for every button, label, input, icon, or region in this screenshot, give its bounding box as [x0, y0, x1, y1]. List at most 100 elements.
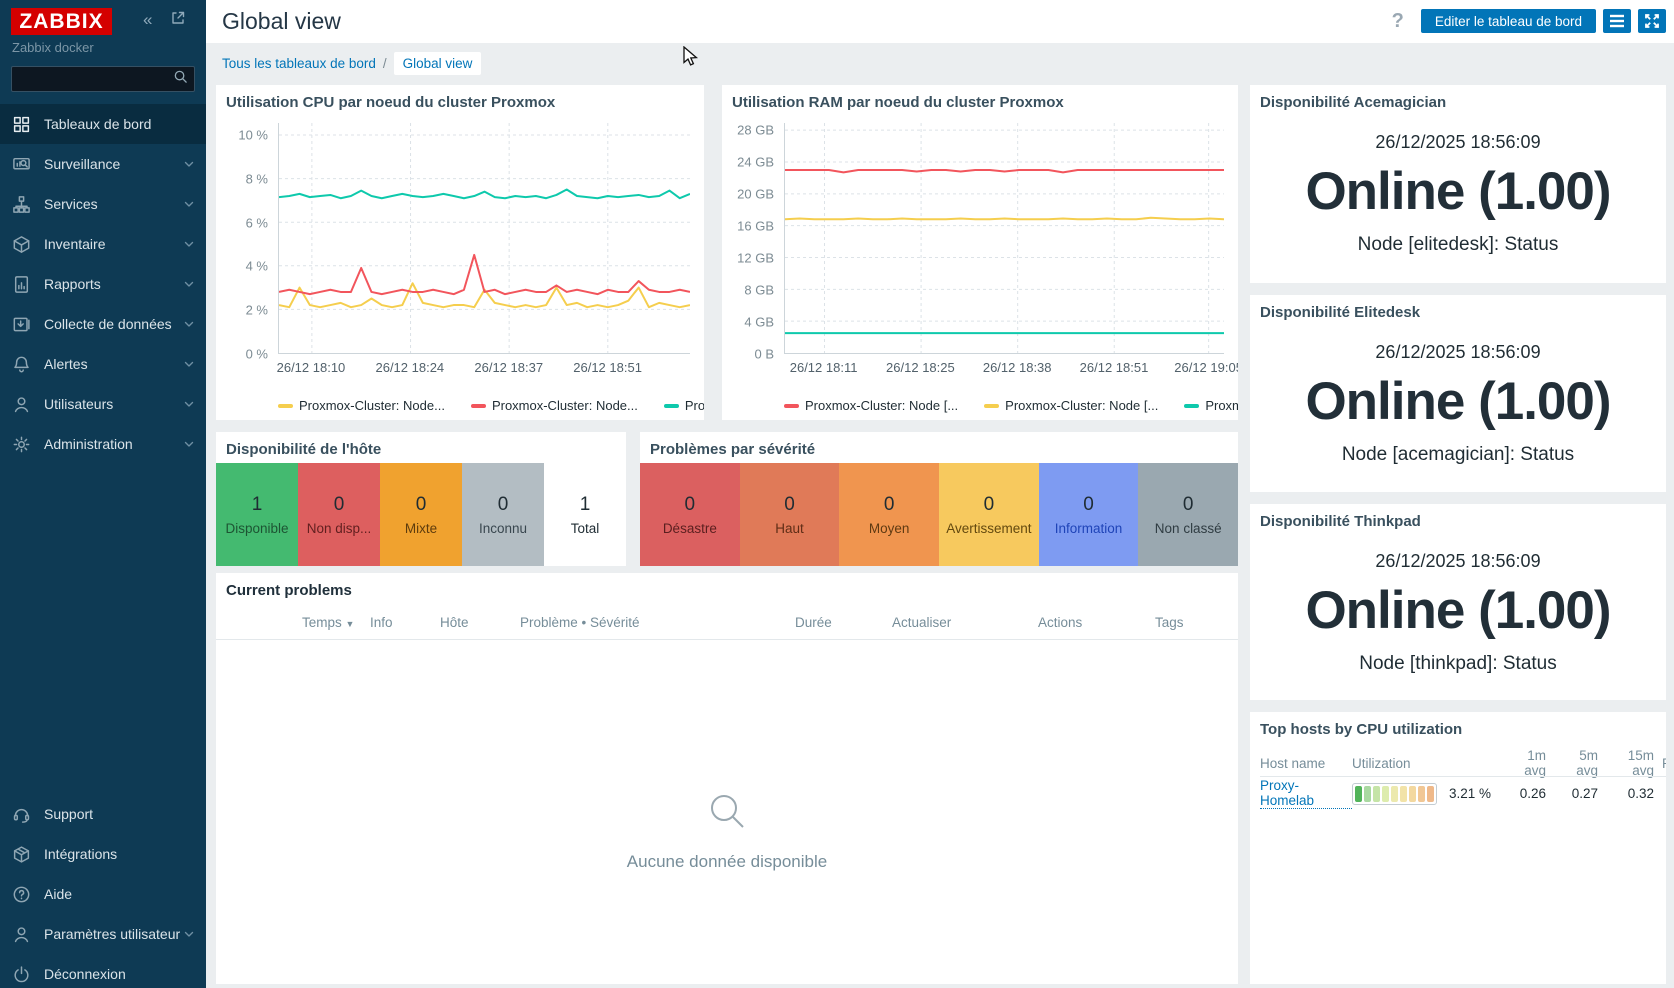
ram-chart-xaxis: 26/12 18:1126/12 18:2526/12 18:3826/12 1… [784, 356, 1224, 376]
legend-item[interactable]: Proxmox-Cluster: Node [... [784, 398, 958, 413]
legend-swatch [664, 404, 679, 408]
widget-title: Disponibilité Elitedesk [1250, 295, 1666, 321]
sidebar-collapse-icon[interactable]: « [143, 10, 150, 30]
sidebar-item-label: Paramètres utilisateur [44, 926, 184, 942]
legend-item[interactable]: Proxmox-Cluster: Node... [664, 398, 704, 413]
cpu-chart-xaxis: 26/12 18:1026/12 18:2426/12 18:3726/12 1… [278, 356, 690, 376]
topbar: Global view ? Editer le tableau de bord [206, 0, 1674, 43]
empty-state-text: Aucune donnée disponible [216, 852, 1238, 872]
sidebar-item-data-collection[interactable]: Collecte de données [0, 304, 206, 344]
availability-status: Online (1.00) [1250, 161, 1666, 222]
host-avail-cell-unknown[interactable]: 0Inconnu [462, 463, 544, 566]
chevron-down-icon [184, 201, 194, 208]
chevron-down-icon [184, 281, 194, 288]
legend-item[interactable]: Proxmox-Cluster: Node [... [984, 398, 1158, 413]
legend-label: Proxmox-Cluster: Node... [299, 398, 445, 413]
sidebar-item-dashboards[interactable]: Tableaux de bord [0, 104, 206, 144]
widget-title: Problèmes par sévérité [640, 432, 1238, 458]
dashboard-icon [12, 115, 31, 134]
widget-title: Disponibilité Acemagician [1250, 85, 1666, 111]
instance-name: Zabbix docker [12, 40, 94, 55]
sidebar-item-integrations[interactable]: Intégrations [0, 834, 206, 874]
sidebar-item-administration[interactable]: Administration [0, 424, 206, 464]
sidebar-item-label: Administration [44, 436, 184, 452]
availability-node: Node [thinkpad]: Status [1250, 653, 1666, 675]
top-hosts-row: Proxy-Homelab 3.21 % 0.26 0.27 0.32 42 [1260, 776, 1666, 810]
sidebar-hide-icon[interactable] [170, 10, 186, 26]
zabbix-logo[interactable]: ZABBIX [11, 8, 112, 35]
legend-item[interactable]: Proxmox-Cluster: Node [... [1184, 398, 1238, 413]
breadcrumb: Tous les tableaux de bord / Global view [222, 52, 481, 75]
ram-chart-yaxis: 28 GB24 GB20 GB16 GB12 GB8 GB4 GB0 B [730, 123, 778, 354]
severity-cell-not-classified[interactable]: 0Non classé [1138, 463, 1238, 566]
edit-dashboard-button[interactable]: Editer le tableau de bord [1421, 9, 1596, 33]
severity-cell-high[interactable]: 0Haut [740, 463, 840, 566]
support-icon [12, 805, 31, 824]
sidebar-item-inventory[interactable]: Inventaire [0, 224, 206, 264]
sidebar-item-logout[interactable]: Déconnexion [0, 954, 206, 988]
sidebar-item-alerts[interactable]: Alertes [0, 344, 206, 384]
severity-cell-disaster[interactable]: 0Désastre [640, 463, 740, 566]
sidebar-item-help[interactable]: Aide [0, 874, 206, 914]
availability-body: 26/12/2025 18:56:09 Online (1.00) Node [… [1250, 325, 1666, 492]
chevron-down-icon [184, 401, 194, 408]
column-host: Hôte [440, 615, 469, 630]
host-link[interactable]: Proxy-Homelab [1260, 778, 1352, 809]
sidebar-item-label: Déconnexion [44, 966, 194, 982]
breadcrumb-separator: / [383, 56, 387, 71]
column-5m-avg: 5m avg [1554, 748, 1606, 778]
ram-chart-widget: Utilisation RAM par noeud du cluster Pro… [722, 85, 1238, 420]
severity-cell-information[interactable]: 0Information [1039, 463, 1139, 566]
widget-title: Disponibilité Thinkpad [1250, 504, 1666, 530]
legend-swatch [471, 404, 486, 408]
sidebar-item-support[interactable]: Support [0, 794, 206, 834]
legend-label: Proxmox-Cluster: Node [... [1005, 398, 1158, 413]
cpu-chart-yaxis: 10 %8 %6 %4 %2 %0 % [224, 123, 272, 354]
severity-cell-warning[interactable]: 0Avertissement [939, 463, 1039, 566]
availability-node: Node [elitedesk]: Status [1250, 234, 1666, 256]
help-icon[interactable]: ? [1392, 10, 1404, 33]
host-availability-widget: Disponibilité de l'hôte 1Disponible 0Non… [216, 432, 626, 566]
host-avail-cell-available[interactable]: 1Disponible [216, 463, 298, 566]
availability-thinkpad-widget: Disponibilité Thinkpad 26/12/2025 18:56:… [1250, 504, 1666, 700]
legend-item[interactable]: Proxmox-Cluster: Node... [471, 398, 638, 413]
sidebar-item-reports[interactable]: Rapports [0, 264, 206, 304]
sidebar-item-user-settings[interactable]: Paramètres utilisateur [0, 914, 206, 954]
host-avail-cell-unavailable[interactable]: 0Non disp... [298, 463, 380, 566]
cpu-chart: 10 %8 %6 %4 %2 %0 % 26/12 18:1026/12 18:… [224, 115, 694, 376]
severity-cell-average[interactable]: 0Moyen [839, 463, 939, 566]
legend-item[interactable]: Proxmox-Cluster: Node... [278, 398, 445, 413]
mouse-cursor [683, 46, 701, 68]
availability-status: Online (1.00) [1250, 371, 1666, 432]
empty-state: Aucune donnée disponible [216, 789, 1238, 872]
host-avail-cell-total[interactable]: 1Total [544, 463, 626, 566]
breadcrumb-all-dashboards[interactable]: Tous les tableaux de bord [222, 56, 376, 71]
sidebar-item-label: Intégrations [44, 846, 194, 862]
sidebar-item-users[interactable]: Utilisateurs [0, 384, 206, 424]
search-empty-icon [705, 789, 749, 833]
dashboard-menu-button[interactable] [1603, 9, 1631, 33]
table-divider [216, 639, 1238, 640]
availability-elitedesk-widget: Disponibilité Elitedesk 26/12/2025 18:56… [1250, 295, 1666, 492]
ram-chart-plot [784, 123, 1224, 354]
sidebar-item-services[interactable]: Services [0, 184, 206, 224]
integrations-icon [12, 845, 31, 864]
cpu-chart-legend: Proxmox-Cluster: Node... Proxmox-Cluster… [278, 398, 704, 413]
availability-status: Online (1.00) [1250, 580, 1666, 641]
column-1m-avg: 1m avg [1504, 748, 1554, 778]
legend-swatch [1184, 404, 1199, 408]
avg-1m-value: 0.26 [1504, 786, 1554, 801]
availability-node: Node [acemagician]: Status [1250, 444, 1666, 466]
host-avail-cell-mixed[interactable]: 0Mixte [380, 463, 462, 566]
sidebar-item-monitoring[interactable]: Surveillance [0, 144, 206, 184]
column-time[interactable]: Temps ▼ [302, 615, 354, 630]
search-icon[interactable] [173, 69, 188, 89]
host-availability-cells: 1Disponible 0Non disp... 0Mixte 0Inconnu… [216, 463, 626, 566]
search-input[interactable] [12, 72, 173, 87]
reports-icon [12, 275, 31, 294]
fullscreen-button[interactable] [1638, 9, 1666, 33]
administration-icon [12, 435, 31, 454]
legend-label: Proxmox-Cluster: Node [... [805, 398, 958, 413]
availability-body: 26/12/2025 18:56:09 Online (1.00) Node [… [1250, 534, 1666, 700]
breadcrumb-current[interactable]: Global view [394, 52, 482, 75]
